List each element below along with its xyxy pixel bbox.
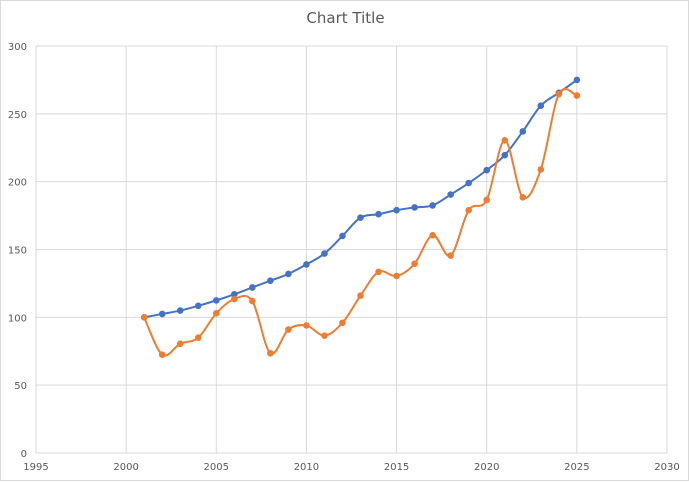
series-1-point: [411, 204, 418, 211]
series-1-point: [393, 206, 400, 214]
x-tick-label: 1995: [23, 462, 48, 473]
series-1-point: [339, 232, 346, 240]
series-1-line: [143, 79, 578, 319]
series-2-point: [249, 297, 256, 305]
series-2-point: [573, 92, 581, 99]
series-2-point: [194, 334, 202, 341]
y-tick-label: 0: [21, 449, 27, 460]
chart-title: Chart Title: [306, 9, 385, 27]
series-1-point: [212, 297, 220, 304]
series-1-point: [303, 261, 310, 268]
series-2-point: [465, 206, 472, 214]
series-2-point: [303, 322, 310, 329]
x-tick-label: 2030: [654, 462, 679, 473]
series-1-point: [483, 166, 491, 174]
y-tick-label: 100: [8, 313, 27, 324]
series-1-point: [447, 191, 454, 198]
series-2-line: [143, 88, 578, 357]
series-2-point: [285, 326, 292, 333]
series-2-point: [393, 272, 400, 280]
series-2-point: [321, 332, 328, 339]
series-2-point: [483, 196, 491, 204]
series-2-point: [375, 268, 382, 276]
series-1-point: [321, 250, 328, 257]
series-2-point: [501, 136, 509, 144]
series-2-point: [429, 231, 436, 239]
x-tick-label: 2005: [204, 462, 229, 473]
series-1-point: [267, 277, 274, 285]
series-1-point: [501, 151, 509, 159]
series-1-point: [537, 102, 545, 109]
series-1-point: [285, 270, 292, 278]
y-tick-label: 300: [8, 42, 27, 53]
series-2-point: [357, 292, 364, 299]
y-tick-label: 150: [8, 246, 27, 257]
series-2-point: [140, 314, 148, 321]
series-2-point: [447, 252, 454, 259]
series-1-point: [465, 179, 472, 187]
series-2-point: [267, 349, 274, 357]
series-1-point: [249, 284, 256, 291]
y-tick-label: 50: [14, 381, 27, 392]
x-tick-label: 2020: [474, 462, 499, 473]
x-tick-label: 2025: [564, 462, 589, 473]
series-2-point: [176, 340, 184, 348]
x-tick-label: 2010: [294, 462, 319, 473]
series-1-point: [429, 202, 436, 209]
series-2-point: [158, 351, 166, 358]
series-2-point: [555, 90, 563, 98]
series-1-point: [357, 214, 364, 221]
y-tick-label: 200: [8, 178, 27, 189]
series-1-point: [231, 290, 238, 298]
x-tick-label: 2015: [384, 462, 409, 473]
series-2-point: [231, 295, 238, 303]
x-tick-label: 2000: [113, 462, 138, 473]
series-1-point: [375, 210, 382, 218]
series-2-point: [212, 309, 220, 317]
series-2-point: [411, 260, 418, 268]
y-tick-label: 250: [8, 110, 27, 121]
series-1-point: [158, 310, 166, 318]
series-2-point: [519, 193, 527, 201]
series-1-point: [573, 76, 581, 84]
series-1-point: [176, 307, 184, 314]
series-1-point: [519, 128, 527, 135]
series-2-point: [537, 166, 545, 173]
series-2-point: [339, 319, 346, 327]
series-1-point: [194, 302, 202, 310]
